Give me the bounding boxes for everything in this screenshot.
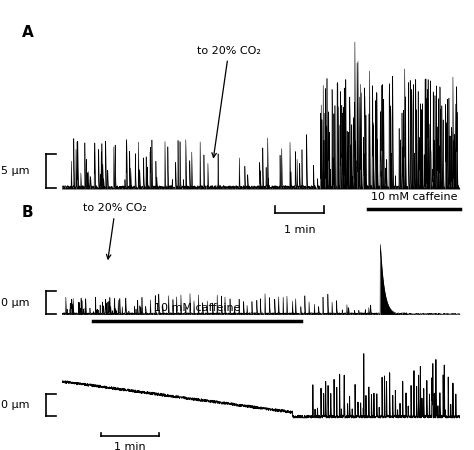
Text: to 20% CO₂: to 20% CO₂ — [197, 45, 261, 158]
Text: B: B — [22, 205, 34, 220]
Text: 10 μm: 10 μm — [0, 400, 30, 410]
Text: 1 min: 1 min — [115, 442, 146, 450]
Text: 5 μm: 5 μm — [1, 166, 30, 176]
Text: A: A — [22, 25, 34, 40]
Text: 10 mM caffeine: 10 mM caffeine — [371, 192, 457, 202]
Text: 10 mM caffeine: 10 mM caffeine — [154, 303, 240, 313]
Text: 10 μm: 10 μm — [0, 297, 30, 307]
Text: 1 min: 1 min — [284, 225, 315, 235]
Text: to 20% CO₂: to 20% CO₂ — [83, 203, 147, 259]
